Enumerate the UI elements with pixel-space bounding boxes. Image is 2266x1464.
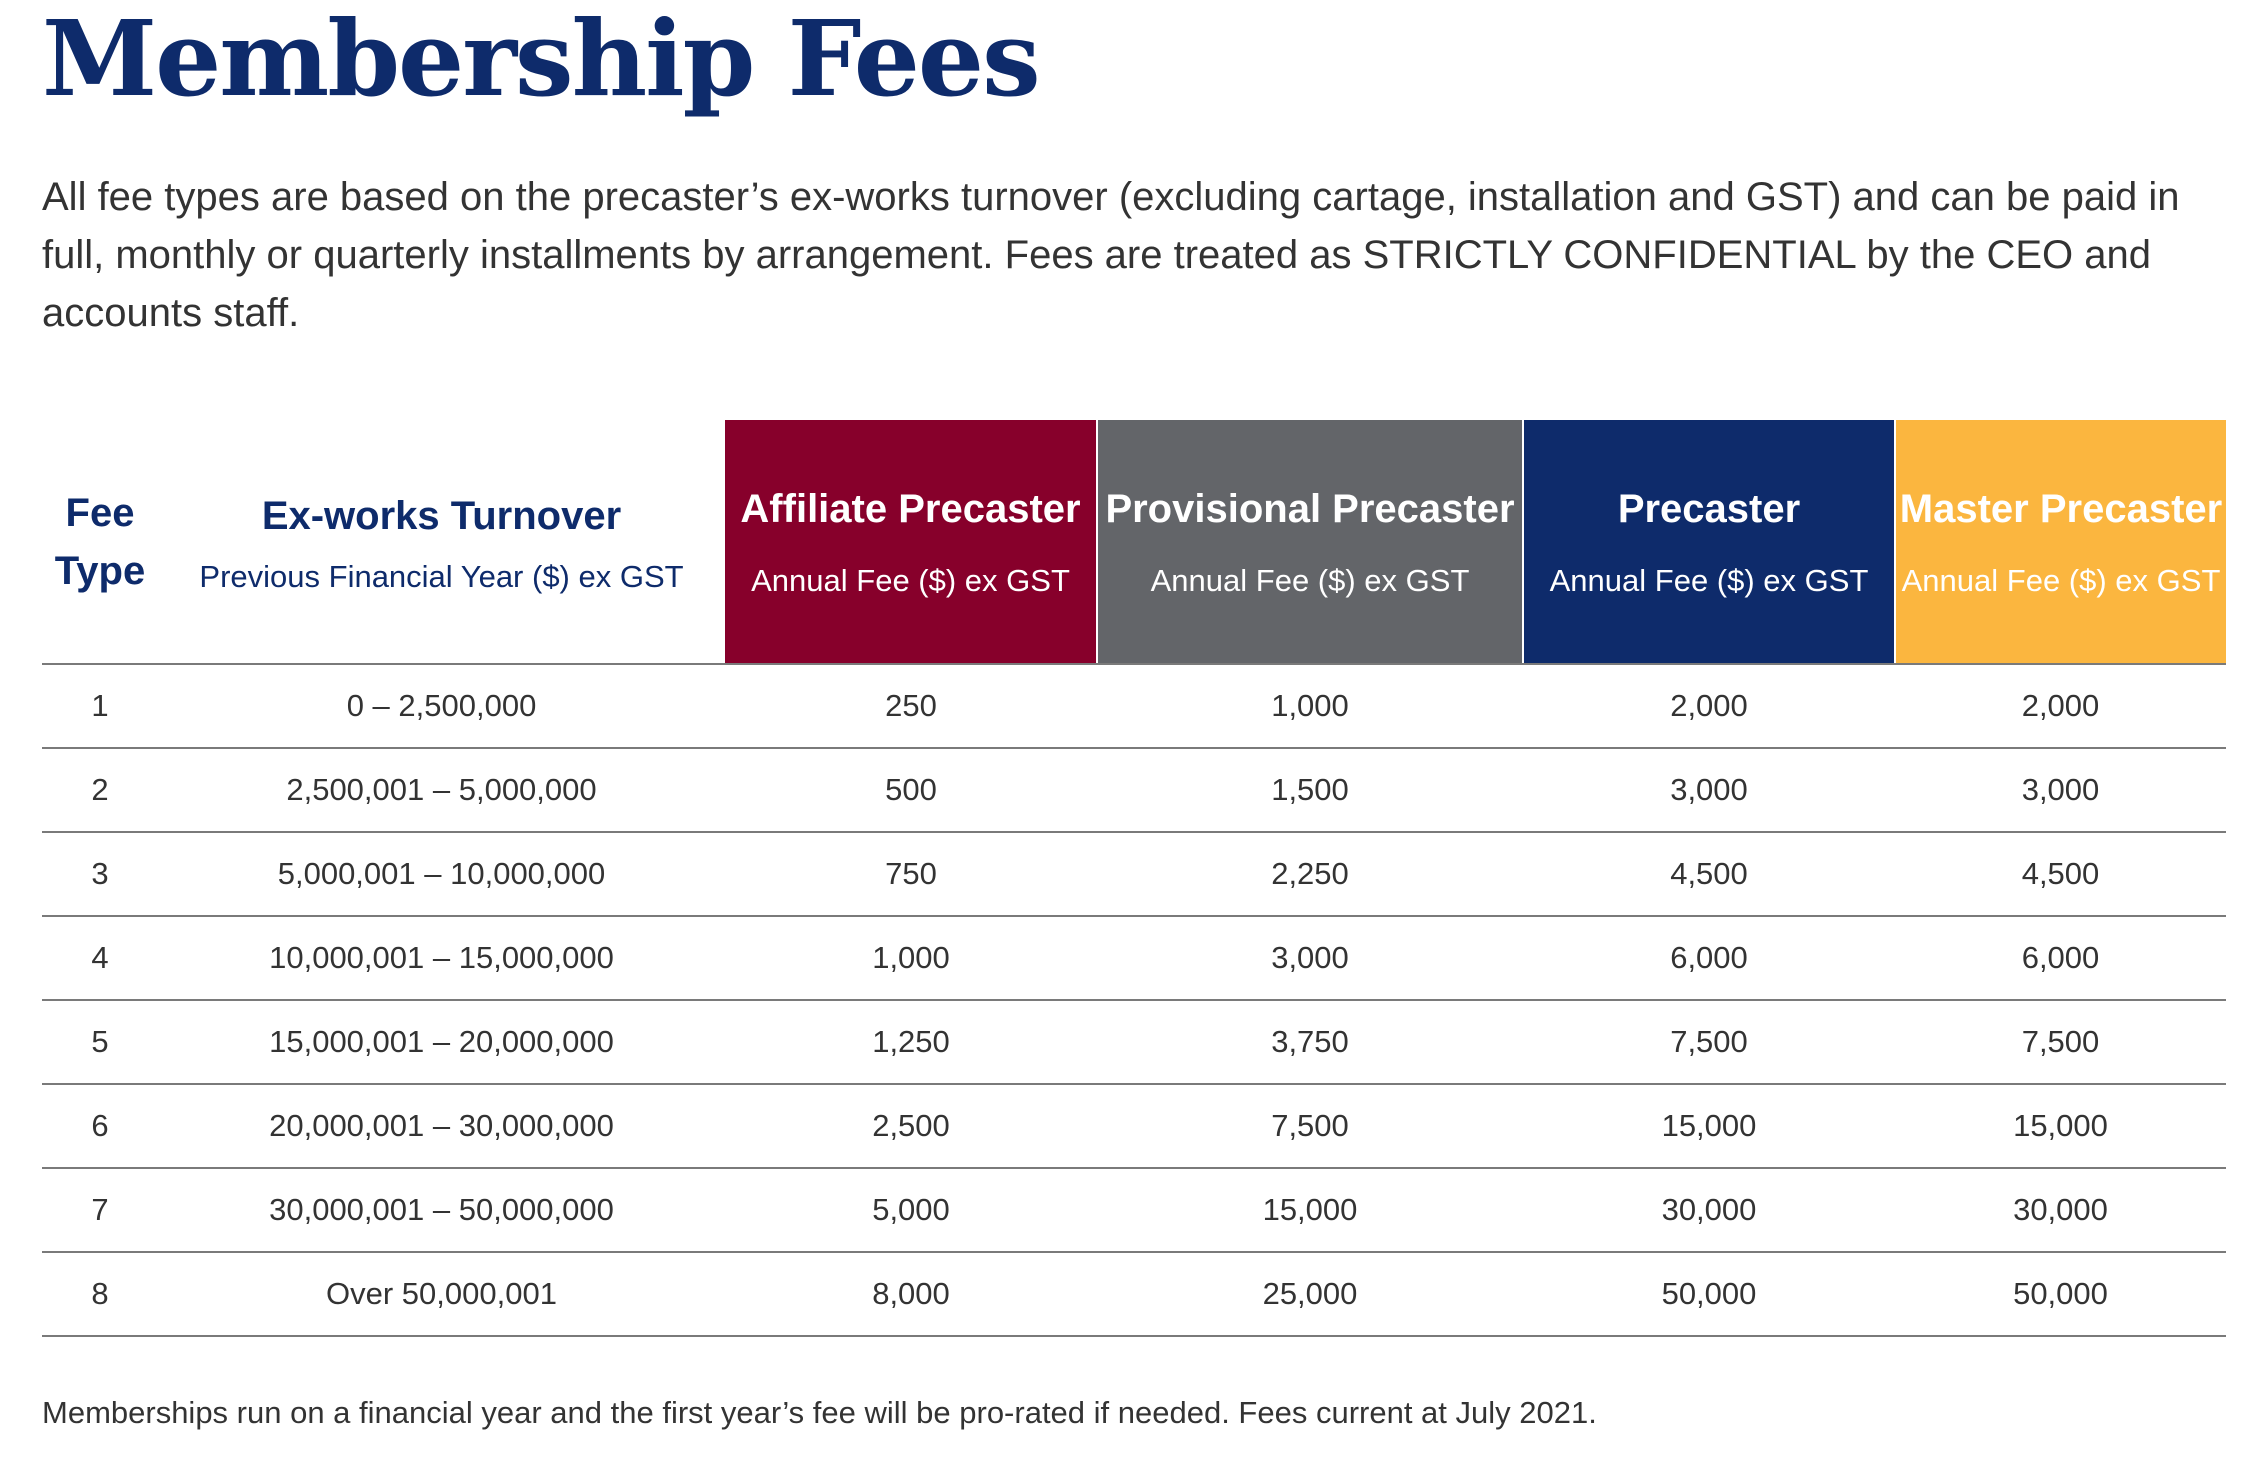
header-precaster-subtitle: Annual Fee ($) ex GST bbox=[1549, 562, 1869, 598]
cell-master-fee: 30,000 bbox=[1895, 1168, 2226, 1253]
cell-master-fee: 4,500 bbox=[1895, 832, 2226, 917]
cell-fee-type: 2 bbox=[42, 748, 158, 833]
header-fee-type-line1: Fee bbox=[65, 490, 135, 535]
cell-turnover: 0 – 2,500,000 bbox=[158, 664, 725, 749]
cell-affiliate-fee: 1,000 bbox=[725, 916, 1097, 1001]
cell-precaster-fee: 2,000 bbox=[1523, 664, 1895, 749]
table-row: 3 5,000,001 – 10,000,000 750 2,250 4,500… bbox=[42, 832, 2226, 917]
header-fee-type-line2: Type bbox=[54, 548, 146, 593]
table-header-row: Fee Type Ex-works Turnover Previous Fina… bbox=[42, 420, 2226, 665]
cell-turnover: 15,000,001 – 20,000,000 bbox=[158, 1000, 725, 1085]
header-master-title: Master Precaster bbox=[1899, 486, 2223, 531]
table-row: 2 2,500,001 – 5,000,000 500 1,500 3,000 … bbox=[42, 748, 2226, 833]
cell-affiliate-fee: 750 bbox=[725, 832, 1097, 917]
cell-provisional-fee: 1,000 bbox=[1097, 664, 1523, 749]
header-provisional-precaster: Provisional Precaster Annual Fee ($) ex … bbox=[1096, 420, 1523, 665]
cell-affiliate-fee: 5,000 bbox=[725, 1168, 1097, 1253]
cell-turnover: 5,000,001 – 10,000,000 bbox=[158, 832, 725, 917]
cell-master-fee: 50,000 bbox=[1895, 1252, 2226, 1337]
table-row: 4 10,000,001 – 15,000,000 1,000 3,000 6,… bbox=[42, 916, 2226, 1001]
cell-precaster-fee: 7,500 bbox=[1523, 1000, 1895, 1085]
header-affiliate-subtitle: Annual Fee ($) ex GST bbox=[751, 562, 1070, 598]
cell-provisional-fee: 7,500 bbox=[1097, 1084, 1523, 1169]
cell-turnover: 10,000,001 – 15,000,000 bbox=[158, 916, 725, 1001]
cell-affiliate-fee: 1,250 bbox=[725, 1000, 1097, 1085]
cell-master-fee: 2,000 bbox=[1895, 664, 2226, 749]
cell-master-fee: 15,000 bbox=[1895, 1084, 2226, 1169]
header-turnover: Ex-works Turnover Previous Financial Yea… bbox=[158, 420, 725, 665]
cell-provisional-fee: 15,000 bbox=[1097, 1168, 1523, 1253]
cell-turnover: 30,000,001 – 50,000,000 bbox=[158, 1168, 725, 1253]
cell-affiliate-fee: 2,500 bbox=[725, 1084, 1097, 1169]
cell-provisional-fee: 2,250 bbox=[1097, 832, 1523, 917]
cell-precaster-fee: 4,500 bbox=[1523, 832, 1895, 917]
cell-precaster-fee: 15,000 bbox=[1523, 1084, 1895, 1169]
table-row: 6 20,000,001 – 30,000,000 2,500 7,500 15… bbox=[42, 1084, 2226, 1169]
cell-affiliate-fee: 500 bbox=[725, 748, 1097, 833]
cell-fee-type: 1 bbox=[42, 664, 158, 749]
cell-fee-type: 7 bbox=[42, 1168, 158, 1253]
cell-provisional-fee: 25,000 bbox=[1097, 1252, 1523, 1337]
cell-fee-type: 6 bbox=[42, 1084, 158, 1169]
header-precaster: Precaster Annual Fee ($) ex GST bbox=[1522, 420, 1895, 665]
cell-fee-type: 4 bbox=[42, 916, 158, 1001]
cell-affiliate-fee: 250 bbox=[725, 664, 1097, 749]
cell-fee-type: 3 bbox=[42, 832, 158, 917]
header-provisional-title: Provisional Precaster bbox=[1105, 486, 1515, 531]
header-precaster-title: Precaster bbox=[1617, 486, 1801, 531]
header-provisional-subtitle: Annual Fee ($) ex GST bbox=[1150, 562, 1470, 598]
header-master-precaster: Master Precaster Annual Fee ($) ex GST bbox=[1894, 420, 2226, 665]
cell-affiliate-fee: 8,000 bbox=[725, 1252, 1097, 1337]
cell-precaster-fee: 3,000 bbox=[1523, 748, 1895, 833]
header-fee-type: Fee Type bbox=[42, 420, 158, 665]
cell-precaster-fee: 50,000 bbox=[1523, 1252, 1895, 1337]
cell-master-fee: 3,000 bbox=[1895, 748, 2226, 833]
table-row: 8 Over 50,000,001 8,000 25,000 50,000 50… bbox=[42, 1252, 2226, 1337]
cell-turnover: 20,000,001 – 30,000,000 bbox=[158, 1084, 725, 1169]
cell-precaster-fee: 6,000 bbox=[1523, 916, 1895, 1001]
cell-provisional-fee: 3,000 bbox=[1097, 916, 1523, 1001]
cell-precaster-fee: 30,000 bbox=[1523, 1168, 1895, 1253]
header-turnover-title: Ex-works Turnover bbox=[261, 493, 622, 538]
intro-paragraph: All fee types are based on the precaster… bbox=[42, 175, 2180, 335]
header-master-subtitle: Annual Fee ($) ex GST bbox=[1901, 562, 2221, 598]
cell-fee-type: 5 bbox=[42, 1000, 158, 1085]
header-affiliate-precaster: Affiliate Precaster Annual Fee ($) ex GS… bbox=[725, 420, 1097, 665]
table-row: 1 0 – 2,500,000 250 1,000 2,000 2,000 bbox=[42, 664, 2226, 749]
cell-turnover: Over 50,000,001 bbox=[158, 1252, 725, 1337]
footnote: Memberships run on a financial year and … bbox=[42, 1395, 1597, 1430]
page-title: Membership Fees bbox=[42, 0, 1041, 120]
cell-master-fee: 7,500 bbox=[1895, 1000, 2226, 1085]
cell-turnover: 2,500,001 – 5,000,000 bbox=[158, 748, 725, 833]
table-row: 7 30,000,001 – 50,000,000 5,000 15,000 3… bbox=[42, 1168, 2226, 1253]
cell-provisional-fee: 1,500 bbox=[1097, 748, 1523, 833]
cell-provisional-fee: 3,750 bbox=[1097, 1000, 1523, 1085]
membership-fees-table: Fee Type Ex-works Turnover Previous Fina… bbox=[42, 420, 2226, 1337]
cell-fee-type: 8 bbox=[42, 1252, 158, 1337]
cell-master-fee: 6,000 bbox=[1895, 916, 2226, 1001]
table-row: 5 15,000,001 – 20,000,000 1,250 3,750 7,… bbox=[42, 1000, 2226, 1085]
header-turnover-subtitle: Previous Financial Year ($) ex GST bbox=[199, 558, 684, 594]
header-affiliate-title: Affiliate Precaster bbox=[740, 486, 1081, 531]
